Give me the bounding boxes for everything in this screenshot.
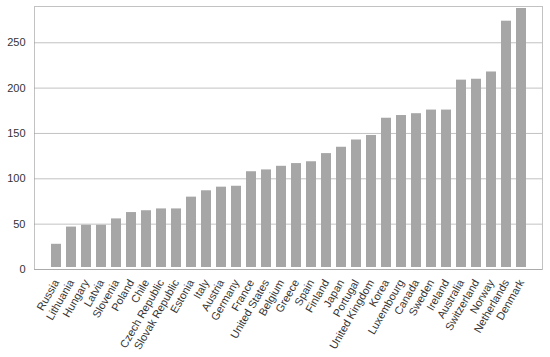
- svg-text:France: France: [228, 277, 257, 313]
- svg-text:Portugal: Portugal: [330, 277, 362, 319]
- svg-text:Korea: Korea: [366, 277, 392, 309]
- svg-text:Japan: Japan: [320, 277, 347, 310]
- svg-text:Austria: Austria: [198, 277, 227, 313]
- svg-text:Ireland: Ireland: [424, 277, 452, 313]
- svg-text:50: 50: [13, 218, 25, 230]
- svg-text:Slovak Republic: Slovak Republic: [131, 277, 181, 352]
- svg-text:Chile: Chile: [128, 277, 152, 305]
- svg-text:Slovenia: Slovenia: [89, 277, 122, 320]
- svg-text:Germany: Germany: [208, 277, 242, 323]
- svg-text:Canada: Canada: [391, 277, 422, 317]
- svg-text:200: 200: [7, 82, 25, 94]
- svg-text:Latvia: Latvia: [81, 277, 107, 309]
- svg-text:Denmark: Denmark: [494, 277, 527, 322]
- svg-text:250: 250: [7, 36, 25, 48]
- svg-text:Netherlands: Netherlands: [471, 277, 512, 335]
- svg-text:Lithuania: Lithuania: [43, 277, 77, 322]
- svg-text:Czech Republic: Czech Republic: [117, 277, 167, 350]
- svg-text:Greece: Greece: [272, 277, 302, 315]
- svg-text:Australia: Australia: [434, 277, 467, 321]
- svg-text:100: 100: [7, 172, 25, 184]
- svg-text:Sweden: Sweden: [406, 277, 437, 318]
- svg-text:Hungary: Hungary: [60, 277, 92, 320]
- svg-text:0: 0: [19, 263, 25, 275]
- svg-text:Russia: Russia: [34, 277, 62, 313]
- svg-text:150: 150: [7, 127, 25, 139]
- svg-text:Spain: Spain: [291, 277, 317, 308]
- svg-text:Poland: Poland: [108, 277, 137, 313]
- svg-text:Finland: Finland: [302, 277, 332, 315]
- svg-text:United States: United States: [227, 277, 272, 341]
- svg-text:Luxembourg: Luxembourg: [365, 277, 407, 337]
- svg-text:Norway: Norway: [467, 277, 497, 316]
- svg-text:Estonia: Estonia: [167, 277, 197, 315]
- svg-text:Italy: Italy: [190, 277, 212, 301]
- svg-text:United Kingdom: United Kingdom: [327, 277, 377, 351]
- svg-text:Belgium: Belgium: [256, 277, 287, 318]
- svg-text:Switzerland: Switzerland: [442, 277, 482, 333]
